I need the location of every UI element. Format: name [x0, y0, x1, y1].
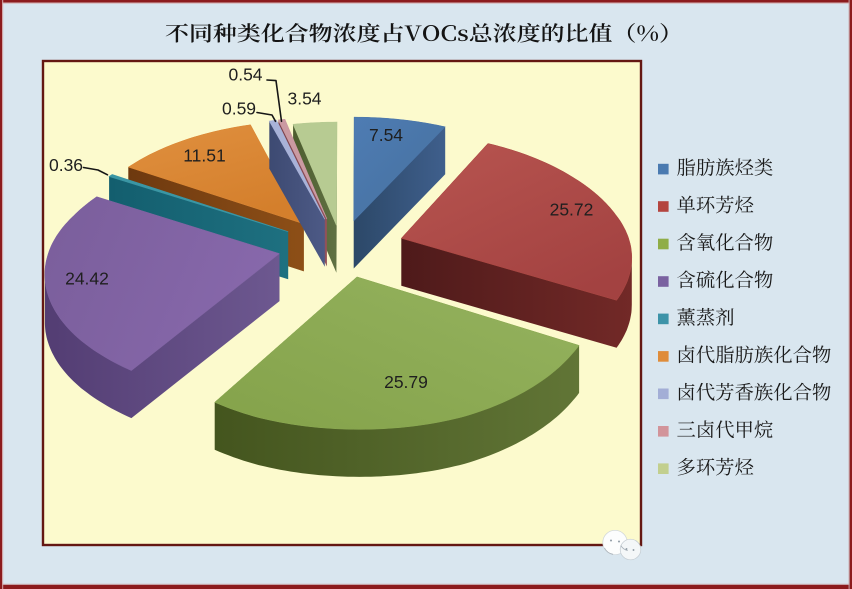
- svg-text:25.79: 25.79: [384, 372, 428, 392]
- svg-text:3.54: 3.54: [287, 89, 321, 109]
- svg-text:0.54: 0.54: [228, 65, 262, 85]
- svg-text:11.51: 11.51: [183, 146, 226, 166]
- svg-text:7.54: 7.54: [369, 125, 403, 145]
- svg-text:24.42: 24.42: [65, 269, 109, 289]
- svg-text:0.36: 0.36: [49, 155, 83, 175]
- svg-text:25.72: 25.72: [550, 200, 594, 220]
- svg-text:0.59: 0.59: [222, 99, 256, 119]
